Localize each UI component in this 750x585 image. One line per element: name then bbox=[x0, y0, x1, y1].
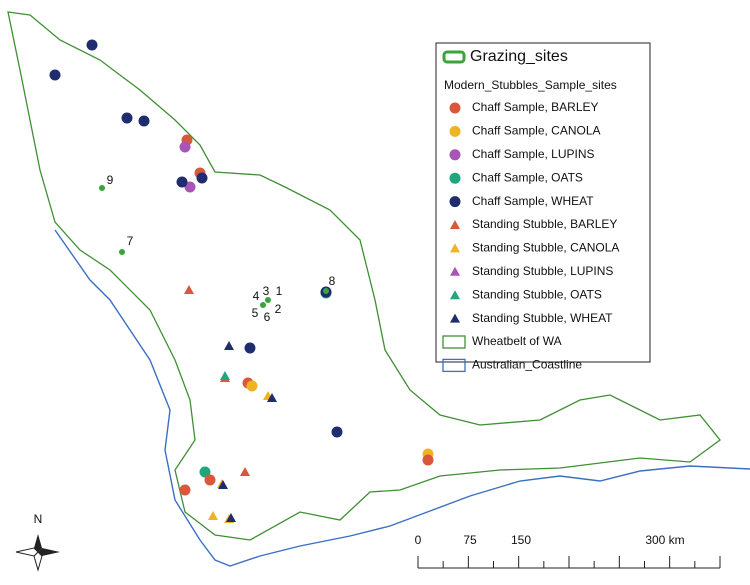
grazing-site bbox=[119, 249, 125, 255]
sample-marker bbox=[176, 176, 188, 188]
legend-items: Chaff Sample, BARLEY Chaff Sample, CANOLA… bbox=[442, 100, 619, 373]
site-label: 7 bbox=[127, 234, 134, 248]
site-label: 1 bbox=[276, 284, 283, 298]
scale-label: 75 bbox=[463, 533, 477, 547]
scale-bar: 0 75 150 300 km bbox=[415, 533, 721, 569]
sample-marker bbox=[220, 371, 230, 380]
legend-label: Wheatbelt of WA bbox=[472, 334, 562, 348]
sample-marker bbox=[179, 141, 191, 153]
legend-symbol bbox=[442, 50, 466, 64]
legend-title: Grazing_sites bbox=[470, 48, 568, 65]
coastline bbox=[54, 229, 750, 567]
sample-marker bbox=[199, 466, 211, 478]
scale-label: 150 bbox=[511, 533, 531, 547]
legend-symbol bbox=[449, 102, 461, 114]
grazing-site bbox=[323, 288, 329, 294]
legend-subtitle: Modern_Stubbles_Sample_sites bbox=[444, 78, 617, 92]
legend-symbol bbox=[450, 220, 460, 229]
grazing-site bbox=[265, 297, 271, 303]
grazing-site bbox=[260, 302, 266, 308]
site-label: 5 bbox=[252, 306, 259, 320]
legend-label: Standing Stubble, CANOLA bbox=[472, 241, 619, 255]
sample-marker bbox=[49, 69, 61, 81]
legend-symbol bbox=[449, 125, 461, 137]
legend-label: Standing Stubble, LUPINS bbox=[472, 264, 613, 278]
north-arrow: N bbox=[15, 512, 60, 572]
scale-label: 0 bbox=[415, 533, 422, 547]
sample-marker bbox=[244, 342, 256, 354]
sample-marker bbox=[240, 467, 250, 476]
wheatbelt-boundary bbox=[7, 11, 721, 541]
legend-label: Chaff Sample, BARLEY bbox=[472, 100, 599, 114]
legend-symbol bbox=[449, 172, 461, 184]
sample-marker bbox=[179, 484, 191, 496]
legend-symbol bbox=[450, 290, 460, 300]
legend-label: Chaff Sample, OATS bbox=[472, 170, 583, 184]
legend-symbol bbox=[450, 313, 460, 323]
site-label: 3 bbox=[263, 284, 270, 298]
legend-symbol bbox=[450, 266, 460, 276]
scale-labels: 0 75 150 300 km bbox=[415, 533, 721, 568]
scale-label: 300 km bbox=[645, 533, 684, 547]
legend-box bbox=[435, 42, 651, 363]
sample-marker bbox=[204, 474, 216, 486]
legend-label: Chaff Sample, WHEAT bbox=[472, 194, 594, 208]
site-label: 8 bbox=[329, 274, 336, 288]
legend-symbol bbox=[449, 149, 461, 161]
sample-marker bbox=[184, 181, 196, 193]
legend-symbol bbox=[442, 335, 466, 349]
sample-marker bbox=[184, 285, 194, 294]
legend-symbol bbox=[450, 243, 460, 253]
sample-marker bbox=[226, 513, 236, 522]
legend-label: Standing Stubble, BARLEY bbox=[472, 217, 617, 231]
sample-marker bbox=[196, 172, 208, 184]
sample-markers bbox=[49, 39, 434, 523]
grazing-sites: 1 234 5 6 7 8 9 bbox=[99, 173, 336, 324]
sample-marker bbox=[331, 426, 343, 438]
legend-label: Standing Stubble, WHEAT bbox=[472, 311, 613, 325]
sample-marker bbox=[218, 480, 228, 489]
legend-label: Standing Stubble, OATS bbox=[472, 287, 602, 301]
north-label: N bbox=[34, 512, 43, 526]
sample-marker bbox=[121, 112, 133, 124]
legend: Grazing_sites Modern_Stubbles_Sample_sit… bbox=[435, 42, 651, 373]
legend-label: Chaff Sample, LUPINS bbox=[472, 147, 595, 161]
sample-marker bbox=[224, 341, 234, 350]
legend-label: Australian_Coastline bbox=[472, 358, 582, 372]
site-label: 9 bbox=[107, 173, 114, 187]
site-label: 4 bbox=[253, 289, 260, 303]
site-label: 2 bbox=[275, 302, 282, 316]
sample-marker bbox=[208, 511, 218, 520]
site-label: 6 bbox=[264, 310, 271, 324]
legend-label: Chaff Sample, CANOLA bbox=[472, 124, 601, 138]
grazing-site bbox=[99, 185, 105, 191]
legend-symbol bbox=[442, 358, 466, 373]
sample-marker bbox=[86, 39, 98, 51]
sample-marker bbox=[267, 393, 277, 402]
sample-marker bbox=[138, 115, 150, 127]
sample-marker bbox=[246, 380, 258, 392]
sample-marker bbox=[422, 454, 434, 466]
legend-symbol bbox=[449, 196, 461, 208]
